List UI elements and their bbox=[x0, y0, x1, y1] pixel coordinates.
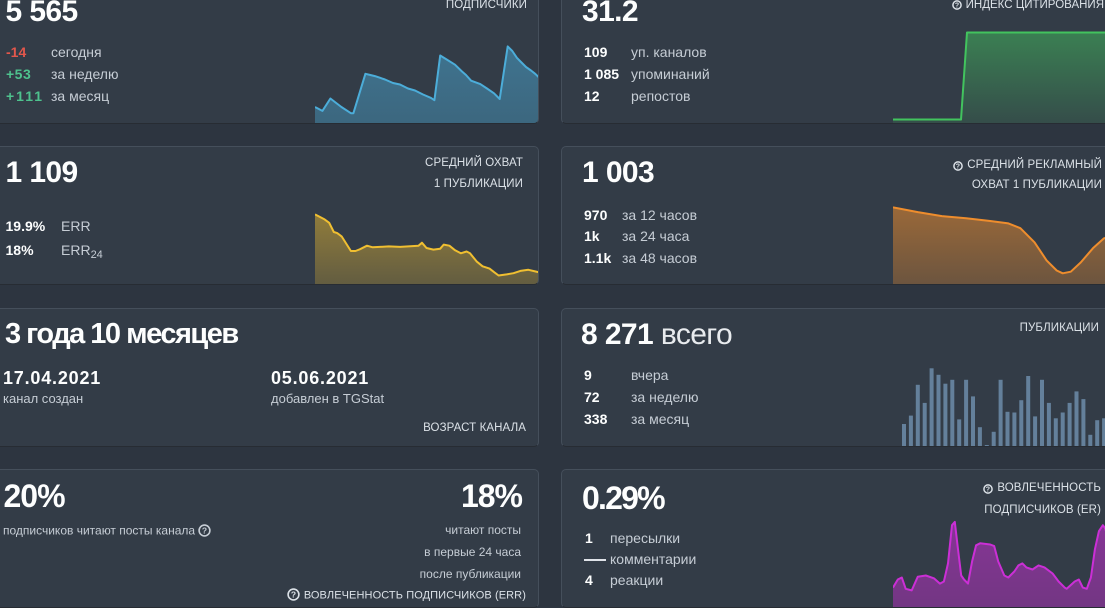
svg-text:?: ? bbox=[291, 589, 296, 599]
svg-text:?: ? bbox=[956, 163, 960, 170]
svg-text:?: ? bbox=[955, 3, 959, 10]
svg-text:?: ? bbox=[986, 486, 990, 493]
svg-text:?: ? bbox=[202, 526, 207, 536]
